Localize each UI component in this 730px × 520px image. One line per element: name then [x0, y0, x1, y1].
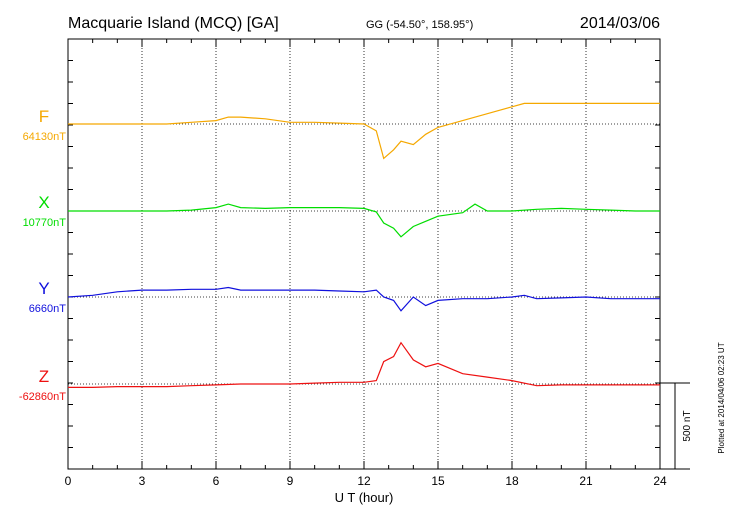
x-tick-label: 21	[579, 474, 593, 488]
x-tick-label: 18	[505, 474, 519, 488]
series-baseline-label-f: 64130nT	[23, 131, 67, 143]
series-baseline-label-x: 10770nT	[23, 217, 67, 229]
series-name-y: Y	[38, 279, 49, 298]
series-labels: F 64130nT X 10770nT Y 6660nT Z -62860nT	[19, 107, 66, 403]
series-name-f: F	[39, 107, 49, 126]
coords-label: GG (-54.50°, 158.95°)	[366, 19, 473, 31]
series-baseline-label-y: 6660nT	[29, 303, 67, 315]
plotted-timestamp: Plotted at 2014/04/06 02:23 UT	[717, 342, 726, 453]
axis-ticks	[67, 39, 661, 469]
series-line-z	[68, 341, 660, 388]
date-label: 2014/03/06	[580, 15, 660, 32]
series-name-z: Z	[39, 367, 49, 386]
x-axis-label: U T (hour)	[335, 490, 394, 505]
x-tick-label: 0	[65, 474, 72, 488]
series-baseline-label-z: -62860nT	[19, 391, 66, 403]
series-line-f	[68, 102, 660, 160]
series-lines	[67, 102, 660, 388]
series-name-x: X	[38, 193, 49, 212]
series-line-x	[68, 203, 660, 238]
series-line-y	[67, 286, 660, 312]
station-title: Macquarie Island (MCQ) [GA]	[68, 15, 279, 32]
x-tick-label: 24	[653, 474, 667, 488]
x-tick-label: 3	[139, 474, 146, 488]
x-tick-labels: 0 3 6 9 12 15 18 21 24	[65, 474, 667, 488]
grid-lines	[141, 39, 587, 469]
scale-bar: 500 nT	[660, 382, 693, 470]
x-tick-label: 6	[213, 474, 220, 488]
x-tick-label: 9	[287, 474, 294, 488]
x-tick-label: 15	[431, 474, 445, 488]
x-tick-label: 12	[357, 474, 371, 488]
scale-bar-label: 500 nT	[682, 410, 693, 441]
